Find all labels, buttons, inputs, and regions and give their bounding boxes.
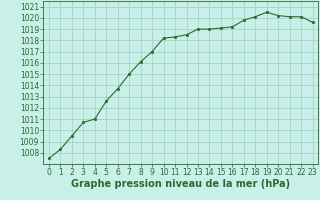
X-axis label: Graphe pression niveau de la mer (hPa): Graphe pression niveau de la mer (hPa) [71,179,290,189]
